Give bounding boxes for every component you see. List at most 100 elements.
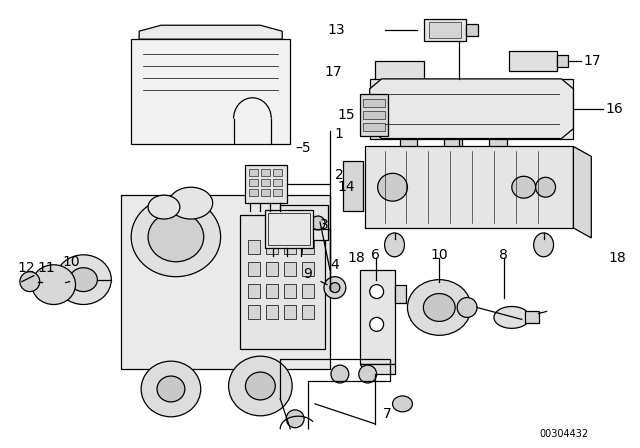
Ellipse shape [284, 216, 297, 230]
Bar [394, 284, 406, 302]
Ellipse shape [286, 410, 304, 428]
Ellipse shape [70, 268, 97, 292]
Bar [248, 240, 260, 254]
Bar [365, 146, 573, 228]
Ellipse shape [141, 361, 201, 417]
Bar [241, 215, 325, 349]
Ellipse shape [148, 195, 180, 219]
Bar [273, 179, 282, 186]
Ellipse shape [56, 255, 111, 305]
Text: 15: 15 [337, 108, 355, 122]
Bar [444, 138, 462, 151]
Bar [284, 240, 296, 254]
Bar [250, 189, 259, 196]
Bar [370, 79, 573, 138]
Ellipse shape [359, 365, 377, 383]
Ellipse shape [131, 197, 221, 277]
Ellipse shape [457, 297, 477, 318]
Polygon shape [360, 364, 394, 374]
Text: 13: 13 [327, 23, 345, 37]
Polygon shape [370, 79, 573, 138]
Text: 4: 4 [330, 258, 339, 272]
Ellipse shape [370, 318, 383, 332]
Bar [489, 138, 507, 151]
Ellipse shape [330, 283, 340, 293]
Ellipse shape [408, 280, 471, 335]
Ellipse shape [324, 277, 346, 298]
Ellipse shape [392, 396, 412, 412]
Bar [399, 138, 417, 151]
Ellipse shape [157, 376, 185, 402]
Bar [250, 179, 259, 186]
Text: 18: 18 [608, 251, 626, 265]
Ellipse shape [423, 293, 455, 321]
Text: 3: 3 [320, 218, 329, 232]
Bar [429, 22, 461, 38]
Bar [360, 94, 388, 136]
Bar [261, 179, 270, 186]
Bar [131, 39, 290, 143]
Bar [246, 165, 287, 203]
Ellipse shape [534, 233, 554, 257]
Bar [360, 270, 394, 364]
Bar [121, 195, 330, 369]
Bar [266, 210, 313, 248]
Bar [557, 55, 568, 67]
Ellipse shape [378, 173, 408, 201]
Bar [284, 284, 296, 297]
Text: 12: 12 [17, 261, 35, 275]
Ellipse shape [494, 306, 530, 328]
Ellipse shape [32, 265, 76, 305]
Ellipse shape [20, 271, 40, 292]
Bar [280, 205, 328, 240]
Ellipse shape [246, 372, 275, 400]
Bar [266, 262, 278, 276]
Ellipse shape [370, 284, 383, 298]
Ellipse shape [536, 177, 556, 197]
Text: 17: 17 [324, 65, 342, 79]
Bar [273, 189, 282, 196]
Ellipse shape [331, 365, 349, 383]
Bar [261, 169, 270, 177]
Text: 2: 2 [335, 168, 344, 182]
Bar [363, 123, 385, 130]
Bar [284, 262, 296, 276]
Text: 14: 14 [337, 180, 355, 194]
Bar [466, 24, 478, 36]
Text: 1: 1 [335, 127, 344, 141]
Text: 00304432: 00304432 [540, 429, 588, 439]
Text: 8: 8 [499, 248, 508, 262]
Bar [248, 262, 260, 276]
Bar [273, 169, 282, 177]
Bar [284, 306, 296, 319]
Text: 16: 16 [605, 102, 623, 116]
Text: 17: 17 [583, 54, 601, 68]
Bar [525, 311, 539, 323]
Text: 18: 18 [347, 251, 365, 265]
Text: 10: 10 [431, 248, 448, 262]
Bar [363, 111, 385, 119]
Ellipse shape [228, 356, 292, 416]
Text: 11: 11 [38, 261, 56, 275]
Bar [424, 19, 466, 41]
Bar [261, 189, 270, 196]
Text: –5: –5 [295, 142, 311, 155]
Ellipse shape [512, 177, 536, 198]
Ellipse shape [385, 233, 404, 257]
Bar [248, 284, 260, 297]
Bar [302, 306, 314, 319]
Bar [343, 161, 363, 211]
Ellipse shape [148, 212, 204, 262]
Bar [302, 284, 314, 297]
Bar [363, 99, 385, 107]
Bar [266, 306, 278, 319]
Polygon shape [573, 146, 591, 238]
Bar [266, 284, 278, 297]
Text: 10: 10 [63, 255, 81, 269]
Ellipse shape [311, 216, 325, 230]
Bar [302, 262, 314, 276]
Text: 7: 7 [383, 407, 392, 421]
Bar [250, 169, 259, 177]
Bar [268, 213, 310, 245]
Ellipse shape [297, 216, 311, 230]
